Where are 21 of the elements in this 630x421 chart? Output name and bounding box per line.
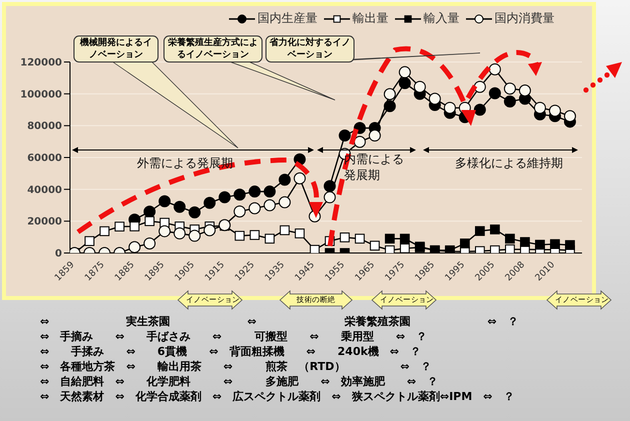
text: ⇔ 実生茶園 ⇔ 栄養繁殖茶園 ⇔ ？ <box>40 314 520 329</box>
y-tick-label: 80000 <box>27 121 62 132</box>
y-tick-label: 100000 <box>20 89 62 100</box>
text: ⇔ 手揉み ⇔ 6貫機 ⇔ 背面粗揉機 ⇔ 240k機 ⇔ ？ <box>40 344 422 359</box>
text: 機械開発によるイノベーション <box>74 36 158 62</box>
text: ⇔ 各種地方茶 ⇔ 輸出用茶 ⇔ 煎茶 （RTD） ⇔ ？ <box>40 359 432 374</box>
text: 栄養繁殖生産方式によるイノベーション <box>164 36 262 62</box>
annotation: 多様化による維持期 <box>454 155 564 171</box>
y-tick-label: 20000 <box>27 216 62 228</box>
text: ⇔ 天然素材 ⇔ 化学合成薬剤 ⇔ 広スペクトル薬剤 ⇔ 狭スペクトル薬剤⇔IPM ⇔ ？ <box>40 389 516 404</box>
y-tick-label: 40000 <box>27 184 62 196</box>
y-tick-label: 60000 <box>27 153 62 164</box>
legend-label: 輸出量 <box>352 10 388 27</box>
y-tick-label: 120000 <box>20 58 62 69</box>
text: ⇔ 自給肥料 ⇔ 化学肥料 ⇔ 多施肥 ⇔ 効率施肥 ⇔ ？ <box>40 374 440 389</box>
legend-label: 輸入量 <box>422 10 460 27</box>
text: ⇔ 手摘み ⇔ 手ばさみ ⇔ 可搬型 ⇔ 乗用型 ⇔ ？ <box>40 329 428 344</box>
legend-label: 国内生産量 <box>256 10 318 27</box>
text: 省力化に対するイノベーション <box>266 36 354 62</box>
y-tick-label: 0 <box>55 248 62 260</box>
legend-label: 国内消費量 <box>494 10 554 27</box>
